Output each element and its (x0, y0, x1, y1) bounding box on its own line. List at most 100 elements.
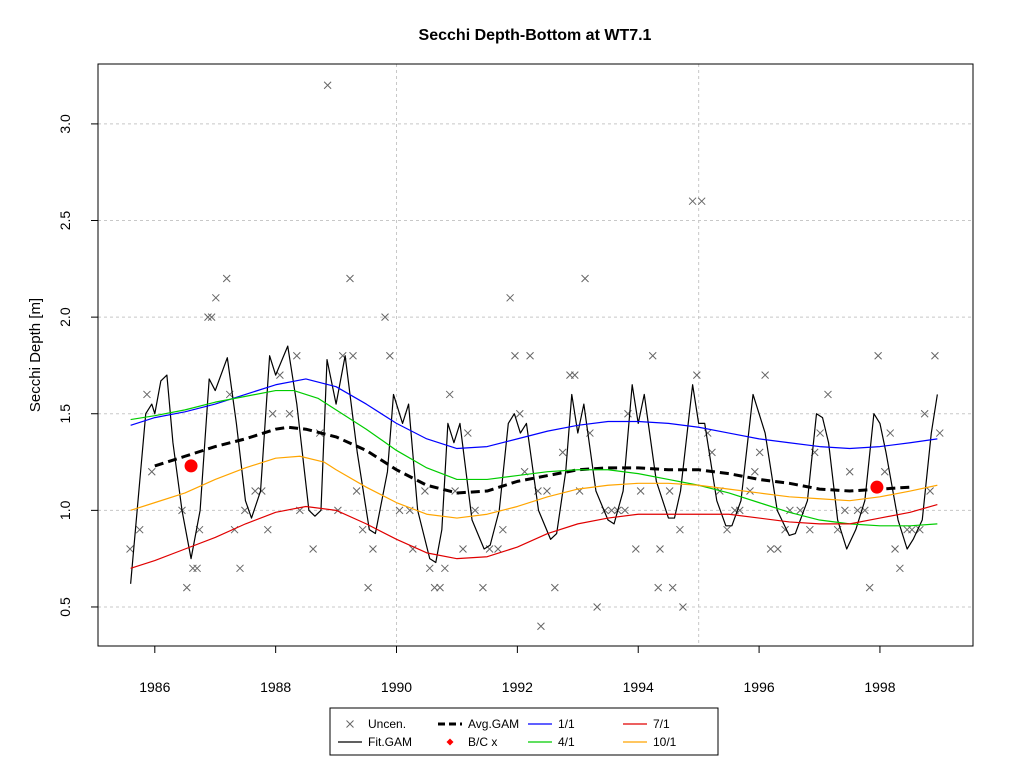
data-point (352, 487, 361, 495)
data-line (130, 455, 938, 519)
data-point (654, 583, 663, 592)
legend-label: Fit.GAM (368, 735, 412, 749)
data-point (184, 459, 198, 473)
data-point (143, 390, 151, 399)
data-point (581, 274, 589, 283)
data-point (251, 487, 259, 495)
data-point (463, 429, 472, 437)
data-point (494, 545, 502, 553)
data-point (805, 525, 814, 534)
data-point (441, 564, 449, 573)
legend-label: 10/1 (653, 735, 677, 749)
data-point (880, 467, 889, 476)
y-tick-label: 1.0 (57, 500, 73, 520)
data-point (688, 197, 697, 206)
data-point (621, 506, 629, 515)
data-point (824, 390, 832, 399)
data-point (870, 480, 884, 494)
data-point (636, 487, 645, 495)
data-point (263, 525, 272, 534)
data-point (430, 583, 439, 592)
data-point (236, 564, 244, 573)
data-point (735, 506, 744, 515)
legend-label: Avg.GAM (468, 717, 519, 731)
y-tick-label: 0.5 (57, 597, 73, 617)
data-point (323, 81, 332, 90)
data-point (746, 487, 754, 495)
data-line (130, 389, 938, 527)
data-point (766, 545, 775, 553)
data-point (135, 525, 144, 534)
y-tick-label: 2.0 (57, 307, 73, 327)
data-point (679, 603, 687, 611)
data-point (207, 313, 216, 321)
data-point (459, 545, 467, 553)
legend-label: B/C x (468, 735, 497, 749)
data-point (349, 351, 357, 360)
data-point (358, 525, 367, 534)
data-point (543, 487, 551, 495)
data-point (550, 583, 559, 592)
y-tick-label: 2.5 (57, 211, 73, 231)
data-point (761, 371, 769, 379)
legend-symbol (446, 738, 454, 746)
legend-label: 1/1 (558, 717, 575, 731)
y-tick-label: 3.0 (57, 114, 73, 134)
data-point (845, 467, 854, 476)
plot-area (126, 81, 944, 631)
data-point (386, 351, 394, 360)
data-point (593, 603, 601, 611)
data-point (436, 583, 444, 592)
data-point (425, 564, 434, 573)
x-tick-label: 1988 (260, 679, 291, 695)
data-point (285, 409, 294, 418)
data-point (445, 390, 454, 399)
x-tick-label: 1994 (623, 679, 654, 695)
data-point (935, 429, 944, 437)
data-point (268, 409, 277, 418)
data-point (421, 487, 429, 495)
data-point (692, 371, 701, 379)
data-point (915, 525, 924, 534)
data-point (891, 545, 899, 553)
data-point (515, 409, 524, 418)
data-point (853, 506, 862, 515)
data-point (607, 506, 616, 515)
data-point (211, 293, 220, 302)
data-point (841, 506, 849, 515)
data-point (631, 545, 640, 553)
data-point (126, 545, 134, 553)
x-tick-label: 1992 (502, 679, 533, 695)
data-point (240, 506, 249, 515)
data-point (648, 351, 657, 360)
legend-symbol (346, 720, 354, 728)
data-point (499, 525, 507, 534)
grid (98, 64, 973, 646)
x-tick-label: 1996 (744, 679, 775, 695)
data-point (309, 545, 317, 553)
data-point (886, 429, 895, 437)
data-point (676, 525, 684, 534)
x-tick-label: 1998 (864, 679, 895, 695)
legend-label: 7/1 (653, 717, 670, 731)
data-point (479, 583, 487, 592)
data-point (773, 545, 782, 553)
data-point (147, 467, 156, 476)
legend-label: 4/1 (558, 735, 575, 749)
data-point (364, 583, 372, 592)
data-point (896, 564, 904, 573)
data-line (154, 425, 911, 495)
data-point (656, 545, 664, 553)
y-axis-label: Secchi Depth [m] (27, 298, 44, 412)
data-point (920, 409, 929, 418)
data-point (668, 583, 677, 592)
chart-title: Secchi Depth-Bottom at WT7.1 (419, 27, 652, 44)
data-point (697, 197, 706, 206)
data-point (526, 351, 534, 360)
data-point (537, 622, 545, 631)
data-point (346, 274, 354, 283)
data-point (506, 293, 514, 302)
data-point (292, 351, 301, 360)
data-point (665, 487, 674, 495)
